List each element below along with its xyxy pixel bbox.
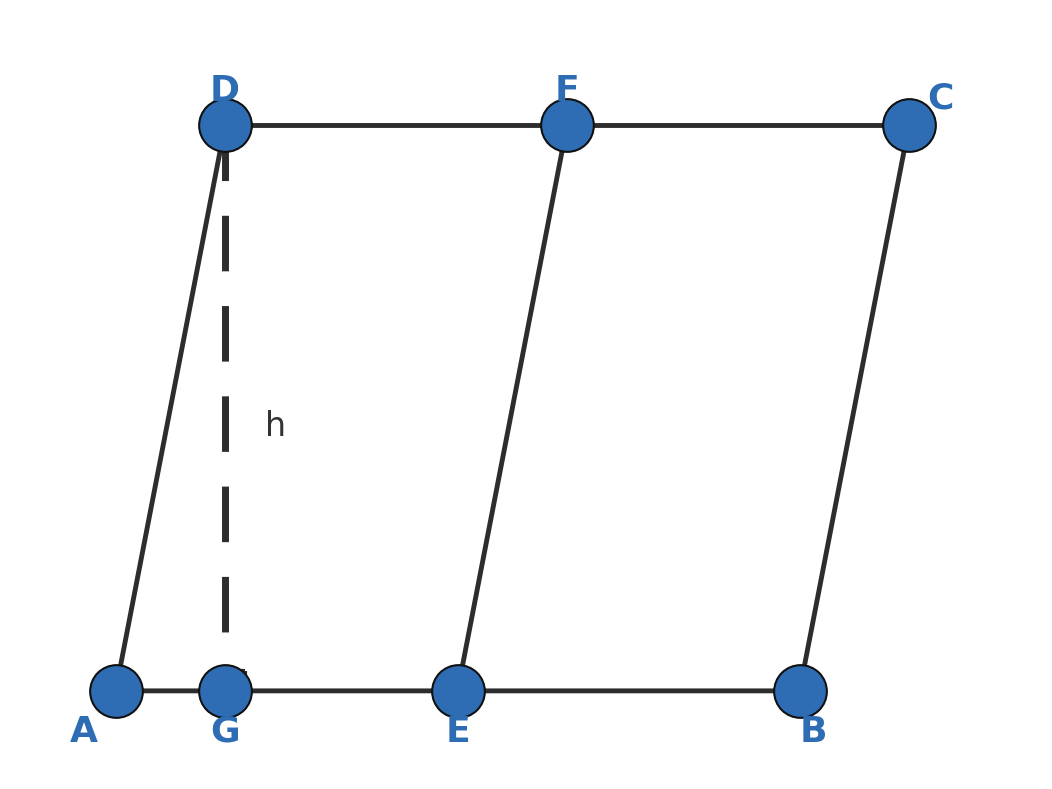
Point <box>559 119 575 132</box>
Text: D: D <box>210 74 240 108</box>
Text: B: B <box>800 715 827 749</box>
Text: C: C <box>928 81 954 115</box>
Point <box>449 685 466 697</box>
Point <box>791 685 808 697</box>
Point <box>217 685 234 697</box>
Point <box>901 119 917 132</box>
Point <box>107 685 124 697</box>
Point <box>217 119 234 132</box>
Text: E: E <box>445 715 470 749</box>
Text: F: F <box>554 74 580 108</box>
Text: h: h <box>265 410 286 443</box>
Text: A: A <box>69 715 98 749</box>
Text: G: G <box>210 715 240 749</box>
